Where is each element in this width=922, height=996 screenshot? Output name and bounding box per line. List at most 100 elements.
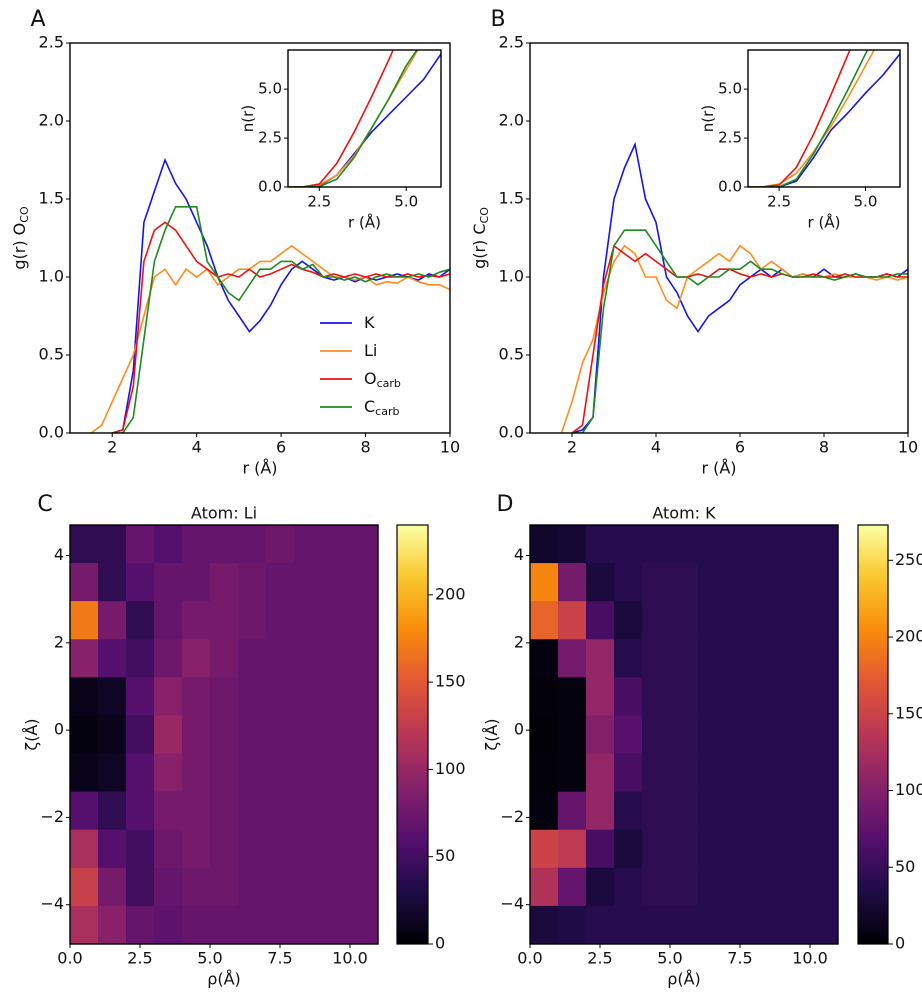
- y-axis-label: g(r) CCO: [470, 207, 492, 269]
- heatmap-cell: [810, 905, 839, 945]
- heatmap-cell: [98, 563, 127, 602]
- heatmap-cell: [70, 601, 99, 640]
- heatmap-cell: [294, 601, 323, 640]
- heatmap-cell: [294, 563, 323, 602]
- x-tick-label: 2.5: [127, 949, 152, 968]
- series-line: [560, 244, 908, 433]
- y-tick-label: 2: [514, 632, 524, 651]
- heatmap-cell: [670, 867, 699, 907]
- x-axis-label: ρ(Å): [207, 970, 241, 989]
- heatmap-cell: [238, 525, 267, 564]
- series-line: [748, 50, 869, 187]
- heatmap-cell: [754, 715, 783, 755]
- x-tick-label: 6: [735, 438, 745, 457]
- heatmap-cell: [642, 905, 671, 945]
- heatmap-cell: [182, 905, 211, 945]
- heatmap-cell: [670, 601, 699, 640]
- heatmap-cell: [558, 563, 587, 602]
- heatmap-cell: [614, 601, 643, 640]
- heatmap-cell: [530, 867, 559, 907]
- heatmap-cell: [350, 791, 379, 831]
- legend-label: Li: [364, 341, 377, 360]
- heatmap-cell: [642, 639, 671, 678]
- heatmap-cell: [782, 791, 811, 831]
- heatmap-cell: [726, 829, 755, 869]
- y-tick-label: 0.0: [258, 178, 282, 196]
- heatmap-cell: [670, 563, 699, 602]
- heatmap-cell: [782, 677, 811, 716]
- heatmap-cell: [266, 905, 295, 945]
- heatmap-cell: [126, 601, 155, 640]
- colorbar-tick-label: 200: [435, 584, 466, 603]
- heatmap-cell: [586, 753, 615, 793]
- colorbar-tick-label: 250: [895, 550, 922, 569]
- x-tick-label: 5.0: [854, 193, 878, 211]
- axes-frame: [529, 524, 839, 945]
- heatmap-cell: [182, 639, 211, 678]
- heatmap-cell: [182, 867, 211, 907]
- heatmap-cell: [182, 525, 211, 564]
- heatmap-cell: [266, 639, 295, 678]
- heatmap-cell: [726, 905, 755, 945]
- x-tick-label: 5.0: [394, 193, 418, 211]
- legend-label: Ccarb: [364, 397, 399, 419]
- heatmap-cell: [698, 525, 727, 564]
- heatmap-cell: [586, 905, 615, 945]
- heatmap-cell: [238, 715, 267, 755]
- heatmap-cell: [350, 905, 379, 945]
- heatmap-cell: [586, 677, 615, 716]
- heatmap-cell: [70, 905, 99, 945]
- heatmap-cell: [154, 563, 183, 602]
- x-tick-label: 0.0: [57, 949, 82, 968]
- y-tick-label: 2.0: [39, 111, 64, 130]
- heatmap-cell: [70, 563, 99, 602]
- y-axis-label-main: g(r) C: [470, 223, 489, 268]
- heatmap-cell: [586, 829, 615, 869]
- legend-name: Li: [364, 341, 377, 360]
- heatmap-cell: [558, 905, 587, 945]
- panel-label: C: [37, 492, 52, 517]
- x-tick-label: 4: [651, 438, 661, 457]
- heatmap-cell: [726, 525, 755, 564]
- heatmap-cell: [98, 867, 127, 907]
- heatmap-cell: [210, 753, 239, 793]
- heatmap-cell: [322, 715, 351, 755]
- heatmap-cell: [754, 753, 783, 793]
- y-tick-label: 0.0: [499, 423, 524, 442]
- heatmap-cell: [810, 525, 839, 564]
- x-tick-label: 10: [898, 438, 918, 457]
- heatmap-cell: [266, 677, 295, 716]
- y-tick-label: 0.0: [39, 423, 64, 442]
- heatmap-cell: [642, 563, 671, 602]
- heatmap-cell: [614, 639, 643, 678]
- heatmap-cell: [558, 601, 587, 640]
- y-tick-label: 2.5: [499, 33, 524, 52]
- x-tick-label: 2: [567, 438, 577, 457]
- heatmap-cell: [70, 753, 99, 793]
- heatmap-cell: [350, 753, 379, 793]
- series-line: [572, 229, 908, 433]
- plot-lines: [90, 157, 450, 433]
- heatmap-cell: [294, 867, 323, 907]
- heatmap-cell: [350, 715, 379, 755]
- heatmap-cell: [350, 601, 379, 640]
- heatmap-cell: [322, 753, 351, 793]
- heatmap-cell: [586, 563, 615, 602]
- heatmap-cell: [154, 677, 183, 716]
- y-axis-label-main: n(r): [699, 105, 717, 132]
- heatmap-cell: [266, 829, 295, 869]
- heatmap-cell: [238, 639, 267, 678]
- heatmap-cell: [98, 829, 127, 869]
- x-axis-label: r (Å): [348, 213, 381, 232]
- colorbar-tick-label: 100: [435, 759, 466, 778]
- heatmap-cell: [670, 639, 699, 678]
- heatmap-cell: [642, 525, 671, 564]
- heatmap-cell: [154, 525, 183, 564]
- heatmap-cell: [210, 829, 239, 869]
- heatmap-cell: [558, 753, 587, 793]
- heatmap-cell: [210, 791, 239, 831]
- heatmap-cell: [530, 829, 559, 869]
- heatmap-cell: [294, 715, 323, 755]
- heatmap-cell: [322, 563, 351, 602]
- heatmap-cell: [530, 753, 559, 793]
